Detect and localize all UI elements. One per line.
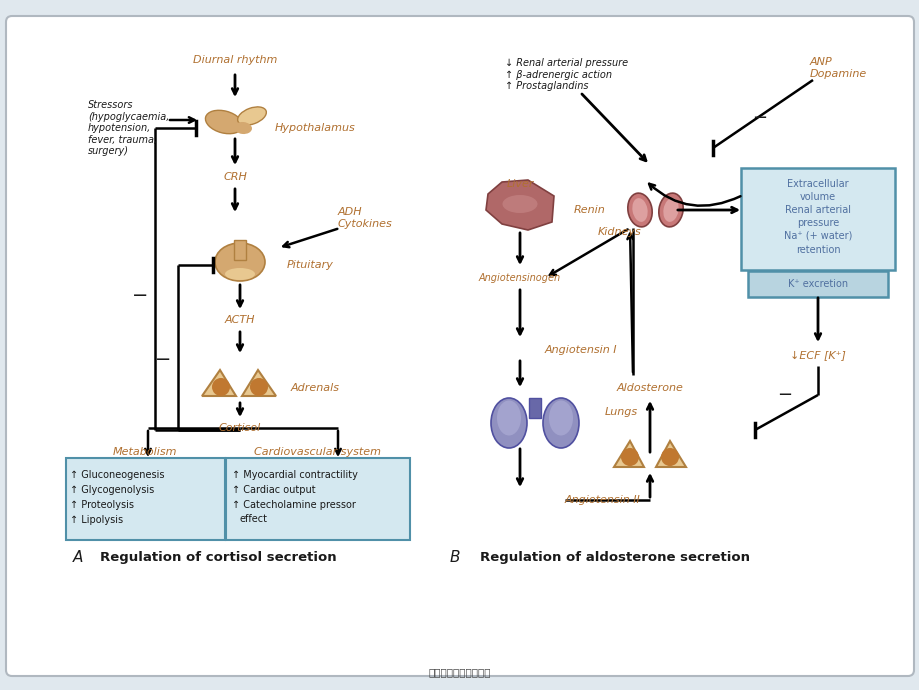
Ellipse shape: [502, 195, 537, 213]
Text: Liver: Liver: [505, 179, 533, 189]
FancyBboxPatch shape: [66, 458, 225, 540]
Circle shape: [660, 448, 678, 466]
Text: CRH: CRH: [222, 172, 246, 182]
Text: Pituitary: Pituitary: [286, 260, 333, 270]
Circle shape: [211, 378, 230, 396]
Text: K⁺ excretion: K⁺ excretion: [787, 279, 847, 289]
Text: ↑ Myocardial contractility: ↑ Myocardial contractility: [232, 470, 357, 480]
Bar: [528, 398, 540, 418]
Text: Diurnal rhythm: Diurnal rhythm: [193, 55, 277, 65]
Ellipse shape: [627, 193, 652, 227]
Text: B: B: [449, 551, 460, 566]
Polygon shape: [242, 370, 276, 396]
Text: −: −: [154, 351, 171, 370]
Polygon shape: [485, 180, 553, 230]
Text: Cardiovascular system: Cardiovascular system: [255, 447, 381, 457]
Text: Metabolism: Metabolism: [113, 447, 177, 457]
Bar: [233, 240, 245, 260]
FancyBboxPatch shape: [740, 168, 894, 270]
Text: A: A: [73, 551, 83, 566]
Ellipse shape: [205, 110, 243, 134]
Polygon shape: [613, 441, 643, 467]
Ellipse shape: [663, 198, 678, 222]
Text: ADH
Cytokines: ADH Cytokines: [337, 207, 392, 229]
Text: ↑ Catecholamine pressor: ↑ Catecholamine pressor: [232, 500, 356, 510]
Text: ↓ECF [K⁺]: ↓ECF [K⁺]: [789, 350, 845, 360]
Ellipse shape: [549, 400, 573, 435]
Text: Hypothalamus: Hypothalamus: [275, 123, 355, 133]
Text: Adrenals: Adrenals: [290, 383, 339, 393]
Text: Regulation of aldosterone secretion: Regulation of aldosterone secretion: [480, 551, 749, 564]
Ellipse shape: [215, 243, 265, 281]
Ellipse shape: [631, 198, 647, 222]
Text: Renin: Renin: [573, 205, 605, 215]
Text: effect: effect: [240, 514, 267, 524]
FancyBboxPatch shape: [747, 271, 887, 297]
Text: Angiotensin II: Angiotensin II: [564, 495, 640, 505]
Text: ↑ Gluconeogenesis: ↑ Gluconeogenesis: [70, 470, 165, 480]
Text: Extracellular: Extracellular: [787, 179, 848, 189]
Text: ↑ Glycogenolysis: ↑ Glycogenolysis: [70, 485, 154, 495]
Ellipse shape: [233, 122, 252, 134]
Text: ↑ Lipolysis: ↑ Lipolysis: [70, 515, 123, 525]
Ellipse shape: [491, 398, 527, 448]
Text: Stressors
(hypoglycaemia,
hypotension,
fever, trauma,
surgery): Stressors (hypoglycaemia, hypotension, f…: [88, 100, 169, 157]
Circle shape: [250, 378, 267, 396]
Polygon shape: [655, 441, 686, 467]
FancyBboxPatch shape: [226, 458, 410, 540]
Text: −: −: [777, 386, 791, 404]
Text: −: −: [752, 109, 766, 127]
Text: Angiotensin I: Angiotensin I: [544, 345, 617, 355]
Text: volume: volume: [799, 192, 835, 202]
Text: Na⁺ (+ water): Na⁺ (+ water): [783, 231, 851, 241]
Text: Regulation of cortisol secretion: Regulation of cortisol secretion: [100, 551, 336, 564]
Ellipse shape: [658, 193, 683, 227]
Text: retention: retention: [795, 245, 839, 255]
Polygon shape: [202, 370, 236, 396]
Text: pressure: pressure: [796, 218, 838, 228]
FancyBboxPatch shape: [6, 16, 913, 676]
Text: Lungs: Lungs: [605, 407, 638, 417]
Text: Renal arterial: Renal arterial: [784, 205, 850, 215]
Text: Kidneys: Kidneys: [597, 227, 641, 237]
Text: ACTH: ACTH: [224, 315, 255, 325]
Ellipse shape: [496, 400, 520, 435]
Text: Aldosterone: Aldosterone: [616, 383, 683, 393]
Circle shape: [620, 448, 639, 466]
Text: ↓ Renal arterial pressure
↑ β-adrenergic action
↑ Prostaglandins: ↓ Renal arterial pressure ↑ β-adrenergic…: [505, 58, 628, 91]
Text: Cortisol: Cortisol: [219, 423, 261, 433]
Text: ↑ Proteolysis: ↑ Proteolysis: [70, 500, 134, 510]
Text: ↑ Cardiac output: ↑ Cardiac output: [232, 485, 315, 495]
Text: ANP
Dopamine: ANP Dopamine: [809, 57, 867, 79]
Ellipse shape: [542, 398, 578, 448]
Text: 第二页，共五十一页。: 第二页，共五十一页。: [428, 667, 491, 677]
Ellipse shape: [225, 268, 255, 280]
Text: Angiotensinogen: Angiotensinogen: [479, 273, 561, 283]
Ellipse shape: [237, 107, 267, 125]
Text: −: −: [131, 286, 148, 304]
